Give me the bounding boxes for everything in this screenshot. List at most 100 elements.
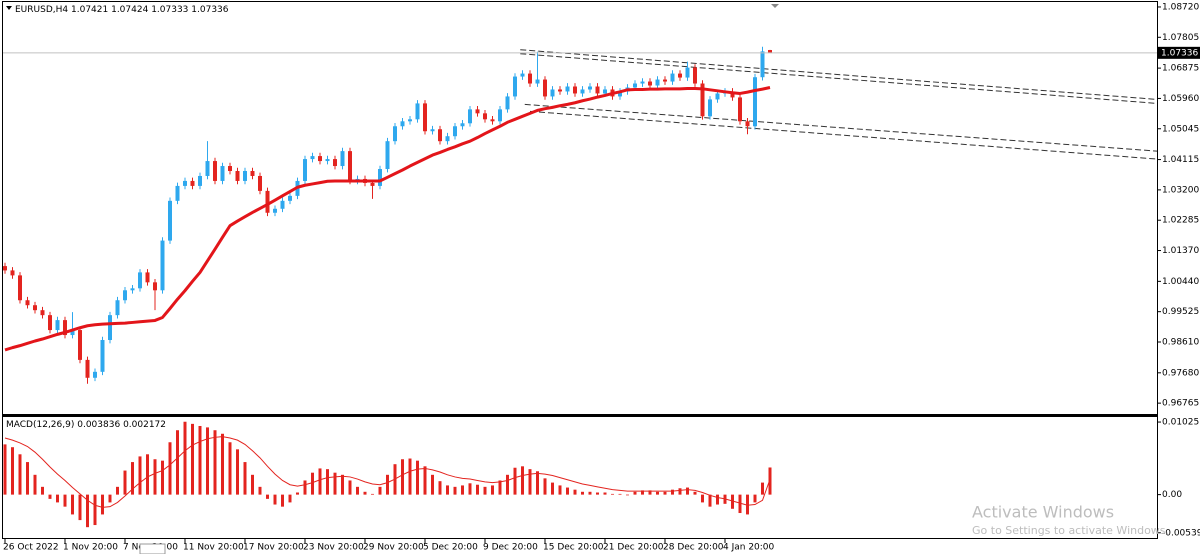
y-tick-label: 1.06875 [1162, 64, 1199, 74]
candle-body [693, 67, 697, 84]
macd-bar [228, 442, 232, 495]
candle-body [130, 288, 135, 291]
candle-body [190, 180, 195, 186]
close-value: 1.07336 [191, 5, 228, 15]
indicator-header: MACD(12,26,9) 0.003836 0.002172 [6, 420, 166, 430]
x-tick-label: 28 Dec 20:00 [663, 543, 724, 553]
x-tick-label: 23 Nov 20:00 [303, 543, 364, 553]
macd-bar [678, 488, 682, 495]
macd-bar [558, 485, 562, 495]
menu-arrow[interactable] [6, 6, 12, 10]
candle-body [48, 315, 52, 331]
candle-body [325, 159, 330, 162]
scroll-box[interactable] [139, 543, 166, 555]
candle-body [378, 169, 382, 186]
macd-bar [626, 494, 629, 496]
shift-marker[interactable] [771, 4, 779, 8]
candle-body [550, 89, 555, 97]
candle-body [520, 73, 525, 77]
macd-bar [86, 494, 89, 528]
candle-body [483, 113, 487, 120]
candle-body [33, 305, 37, 311]
candle-body [663, 79, 667, 82]
candle-body [708, 99, 712, 117]
macd-bar [56, 494, 59, 503]
candle-body [228, 166, 232, 172]
macd-bar [461, 485, 464, 495]
macd-bar [401, 459, 404, 495]
candle-body [250, 171, 255, 176]
macd-bar [236, 449, 239, 495]
x-tick-label: 1 Nov 20:00 [63, 543, 118, 553]
macd-bar [33, 474, 37, 495]
macd-bar [386, 474, 389, 495]
candle-body [768, 50, 772, 53]
y-tick-label: 1.08720 [1162, 2, 1199, 12]
macd-bar [431, 474, 434, 495]
candle-body [258, 175, 262, 191]
macd-bar [18, 454, 22, 495]
macd-bar [438, 481, 442, 495]
macd-bar [341, 474, 344, 495]
candle-body [340, 151, 345, 167]
macd-bar [618, 493, 622, 495]
x-tick-label: 17 Nov 20:00 [243, 543, 304, 553]
candle-body [303, 159, 307, 181]
y-tick-label: 1.02285 [1162, 216, 1199, 226]
macd-bar [48, 494, 52, 499]
macd-bar [611, 493, 614, 495]
candle-body [70, 330, 75, 336]
candle-body [543, 79, 547, 97]
candle-body [430, 129, 435, 132]
macd-bar [296, 492, 299, 495]
candle-body [640, 81, 645, 84]
high-value: 1.07424 [111, 5, 148, 15]
y-tick-label: 1.01370 [1162, 246, 1199, 256]
chart-header: EURUSD,H4 1.07421 1.07424 1.07333 1.0733… [15, 5, 229, 15]
macd-bar [648, 490, 652, 495]
macd-bar [641, 490, 644, 495]
candle-body [205, 161, 210, 176]
macd-bar [708, 494, 712, 507]
x-tick-label: 9 Dec 20:00 [483, 543, 538, 553]
macd-bar [498, 480, 502, 495]
macd-bar [633, 491, 637, 495]
macd-bar [753, 494, 757, 503]
signal-line [4, 436, 771, 508]
x-tick-label: 4 Jan 20:00 [723, 543, 775, 553]
candle-body [3, 266, 7, 271]
macd-bar [326, 469, 329, 495]
candle-body [535, 79, 540, 84]
y-tick-label: 0.96765 [1162, 399, 1199, 409]
macd-bar [363, 491, 367, 495]
y-tick-label: 1.05045 [1162, 124, 1199, 134]
candle-body [738, 97, 742, 122]
macd-bar [416, 460, 419, 495]
macd-bar [153, 459, 157, 495]
macd-bar [191, 423, 194, 495]
macd-bar [318, 468, 322, 495]
candle-body [760, 51, 765, 78]
candle-body [115, 300, 120, 316]
macd-bar [656, 491, 659, 495]
macd-bar [356, 486, 359, 495]
macd-bar [41, 486, 44, 495]
macd-bar [3, 444, 7, 495]
y2-tick-label: 0.00 [1162, 490, 1182, 500]
macd-bar [101, 494, 104, 515]
macd-bar [161, 460, 164, 495]
macd-bar [408, 458, 412, 495]
macd-bar [213, 430, 217, 495]
macd-bar [108, 494, 112, 503]
macd-bar [491, 485, 494, 495]
macd-bar [183, 421, 187, 495]
macd-bar [701, 494, 704, 503]
macd-bar [138, 456, 142, 495]
candle-body [63, 320, 67, 336]
macd-bar [71, 494, 74, 515]
macd-bar [221, 433, 224, 495]
x-tick-label: 29 Nov 20:00 [363, 543, 424, 553]
candle-body [10, 270, 15, 276]
candle-body [108, 315, 112, 341]
